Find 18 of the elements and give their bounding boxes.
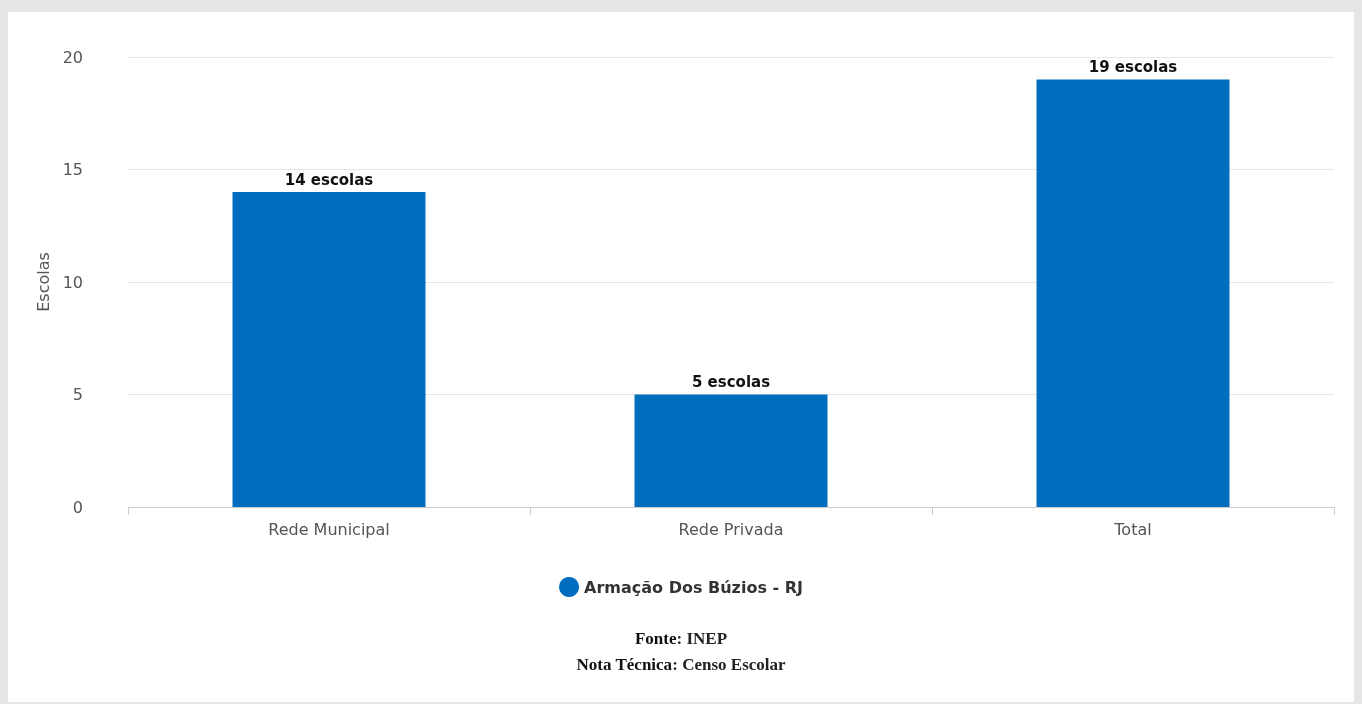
bar [232,192,426,507]
y-tick-label: 15 [62,160,83,179]
data-label: 19 escolas [1088,58,1178,76]
x-tick-label: Rede Municipal [268,519,390,539]
bar [1036,79,1230,507]
y-tick-label: 0 [72,497,83,517]
y-tick-label: 10 [62,272,83,292]
bar [634,394,828,507]
legend-label: Armação Dos Búzios - RJ [584,577,803,597]
data-label: 5 escolas [691,373,771,391]
y-tick-label: 20 [62,47,83,67]
y-tick-label: 5 [72,385,83,404]
x-tick-label: Rede Privada [678,519,784,539]
text: Nota Técnica: Censo Escolar [576,654,787,674]
x-tick-label: Total [1113,519,1152,539]
source-note: Fonte: INEP [634,628,728,648]
data-label: 14 escolas [284,170,374,189]
y-axis-title: Escolas [34,252,54,312]
